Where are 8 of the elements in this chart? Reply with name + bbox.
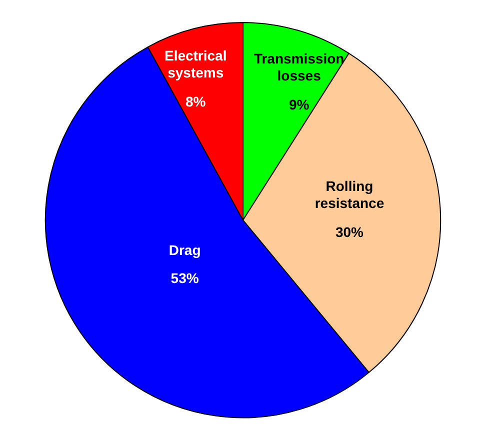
data-label: 30% xyxy=(335,224,364,240)
slice-label: Transmission losses xyxy=(254,50,344,84)
data-label: 53% xyxy=(170,270,200,286)
data-label: 8% xyxy=(185,94,206,110)
slice-label: Rolling resistance xyxy=(314,178,384,211)
data-label: 9% xyxy=(288,96,310,112)
slice-label: Drag xyxy=(168,242,201,258)
slice-label: Electrical systems xyxy=(164,48,227,81)
